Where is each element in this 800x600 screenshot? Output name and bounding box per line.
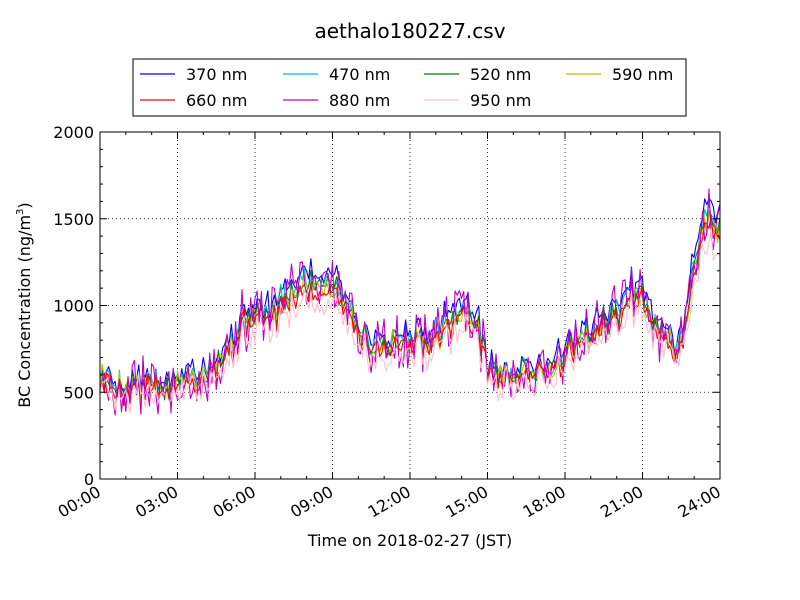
legend-item: 520 nm: [424, 65, 531, 84]
legend-item: 370 nm: [140, 65, 247, 84]
legend: 370 nm 470 nm 520 nm 590 nm 660 nm 880 nm 950 …: [132, 58, 687, 117]
legend-box: [132, 58, 687, 117]
legend-item: 660 nm: [140, 91, 247, 110]
legend-label: 590 nm: [612, 65, 673, 84]
legend-label: 660 nm: [186, 91, 247, 110]
y-tick-label: 0: [84, 470, 94, 489]
legend-item: 880 nm: [283, 91, 390, 110]
y-tick-label: 1500: [53, 210, 94, 229]
y-axis-label-main: BC Concentration (ng/m: [15, 215, 34, 408]
legend-item: 950 nm: [424, 91, 531, 110]
legend-label: 950 nm: [470, 91, 531, 110]
legend-label: 470 nm: [329, 65, 390, 84]
x-axis-label: Time on 2018-02-27 (JST): [307, 531, 512, 550]
y-axis-label-tail: ): [15, 202, 34, 208]
legend-label: 880 nm: [329, 91, 390, 110]
y-tick-label: 2000: [53, 123, 94, 142]
y-tick-label: 500: [63, 383, 94, 402]
series-line-950-nm: [99, 228, 720, 414]
y-axis-label-superscript: 3: [15, 209, 26, 215]
grid: [100, 132, 720, 479]
series-lines: [99, 188, 721, 416]
y-tick-label: 1000: [53, 297, 94, 316]
legend-item: 470 nm: [283, 65, 390, 84]
chart-title: aethalo180227.csv: [314, 19, 505, 43]
legend-label: 370 nm: [186, 65, 247, 84]
legend-item: 590 nm: [566, 65, 673, 84]
y-axis-label: BC Concentration (ng/m3): [15, 202, 34, 407]
legend-label: 520 nm: [470, 65, 531, 84]
